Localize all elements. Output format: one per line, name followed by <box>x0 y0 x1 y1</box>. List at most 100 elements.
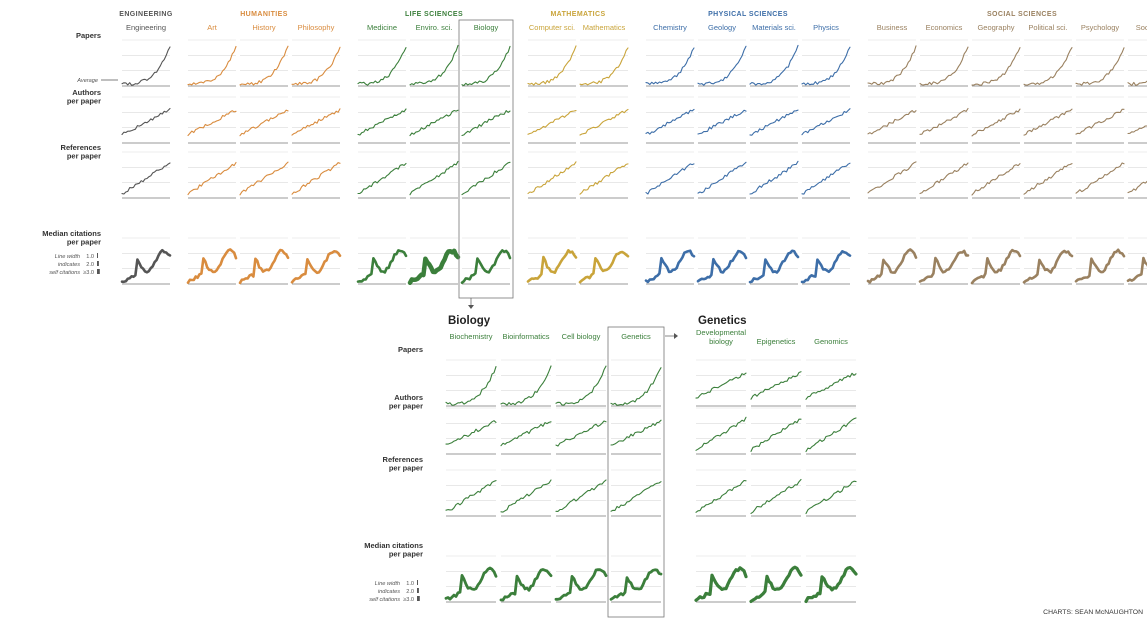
legend-text-sub-2: self citations <box>369 597 400 603</box>
series-line-economics-2 <box>919 162 969 195</box>
field-label-biology: biology <box>709 337 733 346</box>
legend-value-sub-0: 1.0 <box>406 581 414 587</box>
sub-row-label-papers: Papers <box>398 345 423 354</box>
field-label-sociology: Sociology <box>1136 23 1147 32</box>
series-line-sociology-2 <box>1127 180 1147 194</box>
series-line-bio-biochemistry-0 <box>445 366 497 406</box>
series-line-political-sci-2 <box>1023 163 1073 195</box>
series-line-gen-genomics-1 <box>805 417 857 453</box>
series-line-gen-developmental-biology-3 <box>694 566 748 602</box>
legend-text-sub-1: indicates <box>378 589 400 595</box>
field-label-physics: Physics <box>813 23 839 32</box>
series-line-history-0 <box>239 45 289 86</box>
field-label-genomics: Genomics <box>814 337 848 346</box>
group-label-social-sciences: SOCIAL SCIENCES <box>987 11 1057 18</box>
series-line-bio-cell-biology-0 <box>555 365 607 406</box>
series-line-geology-1 <box>697 109 747 135</box>
series-line-history-1 <box>239 109 289 137</box>
panel-title-genetics: Genetics <box>698 315 747 327</box>
field-label-developmental: Developmental <box>696 328 746 337</box>
legend-text-overview-0: Line width <box>55 254 80 260</box>
series-line-art-0 <box>187 45 237 86</box>
series-line-chemistry-1 <box>645 108 695 135</box>
series-line-history-3 <box>238 248 290 285</box>
series-line-sociology-0 <box>1127 80 1147 87</box>
series-line-economics-3 <box>918 249 970 283</box>
field-label-materials-sci: Materials sci. <box>752 23 796 32</box>
series-line-art-2 <box>187 161 237 196</box>
legend-swatch-sub-0 <box>417 580 418 585</box>
series-line-philosophy-2 <box>291 162 341 195</box>
series-line-bio-genetics-3 <box>609 568 663 601</box>
legend-value-sub-1: 2.0 <box>406 589 414 595</box>
series-line-physics-3 <box>800 250 852 284</box>
series-line-chemistry-3 <box>644 249 696 284</box>
legend-text-overview-1: indicates <box>58 262 80 268</box>
series-line-physics-1 <box>801 108 851 136</box>
series-line-medicine-0 <box>357 47 407 86</box>
series-line-gen-developmental-biology-0 <box>695 372 747 399</box>
panel-title-biology: Biology <box>448 315 491 327</box>
series-line-business-0 <box>867 45 917 86</box>
chart-series <box>120 44 1147 604</box>
series-line-political-sci-3 <box>1022 249 1074 284</box>
arrow-biology <box>468 305 474 309</box>
series-line-enviro-sci-3 <box>407 248 461 286</box>
field-label-bioinformatics: Bioinformatics <box>502 332 549 341</box>
legend-text-overview-2: self citations <box>49 270 80 276</box>
series-line-computer-sci-1 <box>527 110 577 135</box>
legend-value-overview-2: ≥3.0 <box>83 270 94 276</box>
average-label: Average <box>76 78 98 84</box>
field-label-enviro-sci: Enviro. sci. <box>416 23 453 32</box>
series-line-psychology-0 <box>1075 47 1125 86</box>
series-line-psychology-2 <box>1075 162 1125 194</box>
row-label-per-paper: per paper <box>67 238 101 247</box>
series-line-materials-sci-1 <box>749 109 799 136</box>
highlight-frame-biology <box>458 19 514 299</box>
legend-swatch-overview-1 <box>97 261 99 266</box>
legend-swatch-overview-0 <box>97 253 98 258</box>
field-label-geography: Geography <box>977 23 1014 32</box>
field-label-chemistry: Chemistry <box>653 23 687 32</box>
series-line-gen-developmental-biology-2 <box>695 479 747 513</box>
series-line-bio-genetics-1 <box>610 419 662 446</box>
series-line-bio-genetics-2 <box>610 481 662 512</box>
series-line-gen-developmental-biology-1 <box>695 416 747 451</box>
series-line-gen-epigenetics-3 <box>749 565 803 603</box>
series-line-bio-biochemistry-1 <box>445 420 497 445</box>
series-line-computer-sci-2 <box>527 161 577 195</box>
series-line-sociology-1 <box>1127 125 1147 135</box>
series-line-geology-3 <box>696 249 748 283</box>
field-label-engineering: Engineering <box>126 23 166 32</box>
series-line-bio-genetics-0 <box>610 367 662 406</box>
series-line-history-2 <box>239 161 289 196</box>
field-label-mathematics: Mathematics <box>583 23 626 32</box>
field-label-epigenetics: Epigenetics <box>757 337 796 346</box>
series-line-biology-1 <box>461 110 511 137</box>
sub-row-label-references: References <box>383 455 423 464</box>
series-line-philosophy-1 <box>291 108 341 136</box>
series-line-bio-biochemistry-3 <box>444 566 498 601</box>
row-label-authors: Authors <box>72 88 101 97</box>
field-label-geology: Geology <box>708 23 736 32</box>
series-line-economics-0 <box>919 46 969 86</box>
series-line-art-3 <box>186 248 238 284</box>
field-label-psychology: Psychology <box>1081 23 1120 32</box>
series-line-geography-2 <box>971 163 1021 196</box>
field-label-biochemistry: Biochemistry <box>450 332 493 341</box>
series-line-enviro-sci-2 <box>409 160 459 196</box>
group-label-physical-sciences: PHYSICAL SCIENCES <box>708 11 788 18</box>
series-line-geology-0 <box>697 45 747 86</box>
series-line-bio-cell-biology-3 <box>554 568 608 601</box>
row-label-per-paper: per paper <box>67 97 101 106</box>
series-line-bio-biochemistry-2 <box>445 480 497 511</box>
series-line-medicine-1 <box>357 108 407 136</box>
series-line-psychology-1 <box>1075 108 1125 135</box>
series-line-medicine-3 <box>356 249 408 283</box>
series-line-materials-sci-2 <box>749 160 799 195</box>
series-line-business-2 <box>867 161 917 194</box>
legend-value-overview-1: 2.0 <box>86 262 94 268</box>
series-line-mathematics-0 <box>579 47 629 86</box>
chart-labels: Engineering ENGINEERING Art History Philosop… <box>42 11 1147 616</box>
